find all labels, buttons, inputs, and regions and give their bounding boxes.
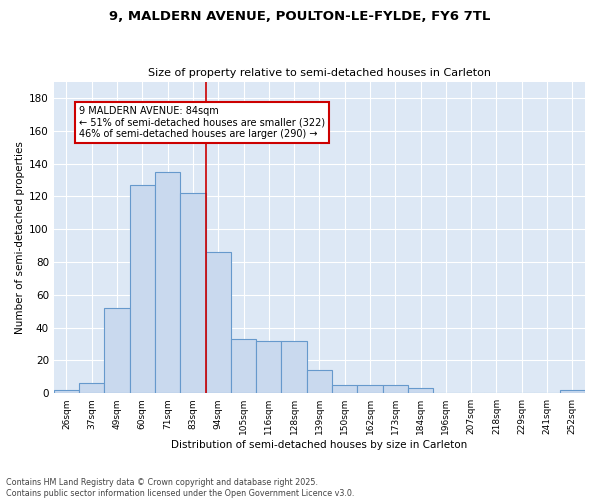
Bar — [130, 185, 155, 393]
Y-axis label: Number of semi-detached properties: Number of semi-detached properties — [15, 141, 25, 334]
Bar — [408, 388, 433, 393]
Bar — [383, 385, 408, 393]
Bar — [231, 339, 256, 393]
Text: 9, MALDERN AVENUE, POULTON-LE-FYLDE, FY6 7TL: 9, MALDERN AVENUE, POULTON-LE-FYLDE, FY6… — [109, 10, 491, 23]
Bar — [155, 172, 180, 393]
Bar — [256, 340, 281, 393]
Text: 9 MALDERN AVENUE: 84sqm
← 51% of semi-detached houses are smaller (322)
46% of s: 9 MALDERN AVENUE: 84sqm ← 51% of semi-de… — [79, 106, 325, 140]
Bar — [281, 340, 307, 393]
Bar — [54, 390, 79, 393]
Bar — [332, 385, 358, 393]
Text: Contains HM Land Registry data © Crown copyright and database right 2025.
Contai: Contains HM Land Registry data © Crown c… — [6, 478, 355, 498]
Bar — [206, 252, 231, 393]
X-axis label: Distribution of semi-detached houses by size in Carleton: Distribution of semi-detached houses by … — [171, 440, 467, 450]
Bar — [358, 385, 383, 393]
Bar — [560, 390, 585, 393]
Bar — [104, 308, 130, 393]
Bar — [307, 370, 332, 393]
Title: Size of property relative to semi-detached houses in Carleton: Size of property relative to semi-detach… — [148, 68, 491, 78]
Bar — [79, 384, 104, 393]
Bar — [180, 193, 206, 393]
